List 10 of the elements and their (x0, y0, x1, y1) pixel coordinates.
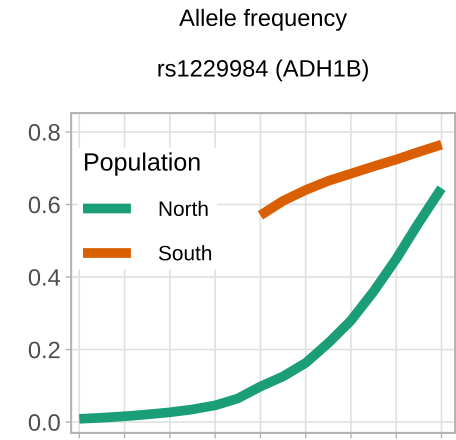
chart-subtitle: rs1229984 (ADH1B) (158, 59, 368, 82)
y-tick-label: 0.6 (28, 196, 60, 214)
y-tick-label: 0.2 (28, 342, 60, 358)
legend-title: Population (85, 152, 200, 176)
y-tick-label: 0.0 (28, 414, 60, 431)
y-tick-label: 0.8 (28, 124, 60, 141)
y-tick-label: 0.4 (28, 269, 60, 286)
legend-label: North (160, 200, 208, 216)
legend-label: South (158, 245, 212, 260)
chart-title: Allele frequency (179, 8, 348, 31)
